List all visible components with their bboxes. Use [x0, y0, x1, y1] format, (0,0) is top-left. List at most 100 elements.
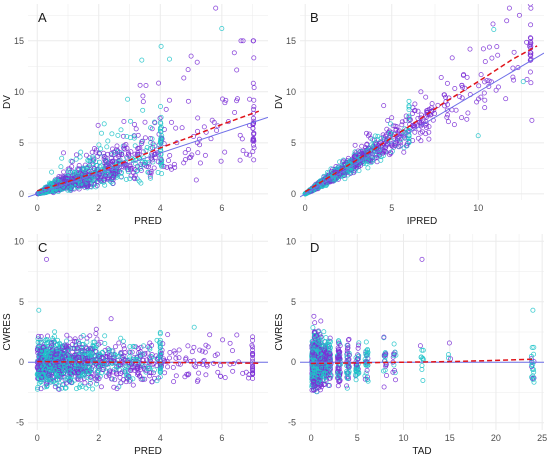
data-point [370, 157, 376, 163]
data-point [173, 355, 179, 361]
data-point [58, 164, 64, 170]
data-point [111, 366, 117, 372]
data-point [81, 364, 87, 370]
data-point [63, 345, 69, 351]
data-point [453, 107, 459, 113]
data-point [442, 103, 448, 109]
data-point [154, 378, 160, 384]
y-axis-label: CWRES [2, 313, 13, 351]
y-tick-label: -5 [16, 418, 24, 428]
data-point [227, 340, 233, 346]
data-point [251, 115, 256, 121]
data-point [251, 104, 257, 110]
data-point [482, 97, 488, 103]
data-point [56, 174, 62, 180]
data-point [62, 385, 68, 391]
data-point [115, 159, 121, 165]
data-point [61, 150, 66, 156]
data-point [524, 39, 530, 45]
data-point [74, 152, 79, 158]
data-point [140, 93, 146, 99]
data-point [109, 376, 115, 382]
data-point [346, 336, 352, 342]
data-point [169, 119, 174, 125]
data-point [482, 59, 488, 65]
y-tick-label: 5 [19, 138, 24, 148]
data-point [207, 332, 213, 338]
data-point [58, 349, 64, 355]
data-point [418, 89, 424, 95]
data-point [55, 374, 61, 380]
data-point [142, 159, 148, 165]
data-point [74, 346, 80, 352]
data-point [67, 336, 73, 342]
data-point [84, 355, 90, 361]
data-point [425, 112, 431, 118]
data-point [156, 80, 162, 86]
data-point [452, 86, 458, 91]
data-point [412, 101, 418, 107]
data-point [52, 384, 58, 390]
data-point [377, 147, 382, 153]
data-point [191, 362, 197, 368]
data-point [76, 339, 81, 345]
data-point [127, 344, 133, 350]
data-point [108, 179, 114, 185]
data-point [307, 188, 313, 194]
data-point [118, 127, 124, 133]
y-tick-label: 0 [19, 357, 24, 367]
data-point [40, 363, 45, 369]
data-point [44, 256, 49, 262]
data-point [222, 375, 228, 381]
data-point [314, 184, 320, 190]
data-point [250, 351, 256, 356]
data-point [480, 46, 486, 52]
data-point [195, 115, 201, 121]
data-point [415, 108, 421, 114]
data-point [234, 98, 240, 104]
data-point [195, 150, 201, 156]
data-point [186, 371, 192, 377]
y-tick-label: -5 [288, 418, 296, 428]
data-point [117, 375, 123, 380]
data-point [352, 149, 358, 155]
data-point [310, 325, 316, 331]
data-point [149, 352, 155, 358]
data-point [148, 370, 154, 376]
data-point [529, 345, 535, 350]
data-point [481, 90, 487, 96]
data-point [49, 343, 54, 349]
data-point [197, 142, 203, 148]
data-point [49, 169, 55, 175]
data-point [531, 344, 537, 350]
x-tick-label: 0 [303, 203, 308, 213]
data-point [230, 368, 236, 374]
data-point [90, 343, 96, 349]
data-point [461, 72, 467, 78]
data-point [149, 379, 155, 385]
data-point [333, 176, 339, 182]
data-point [73, 338, 79, 344]
data-point [250, 364, 256, 370]
data-point [157, 126, 163, 132]
data-point [117, 168, 122, 174]
y-tick-label: 10 [286, 87, 296, 97]
data-point [138, 376, 144, 382]
data-point [53, 364, 59, 370]
data-point [172, 350, 178, 356]
data-point [38, 379, 44, 385]
data-point [40, 356, 46, 361]
data-point [363, 370, 369, 376]
data-point [154, 337, 160, 343]
data-point [318, 318, 324, 324]
data-point [237, 132, 243, 138]
data-point [218, 373, 224, 379]
data-point [158, 104, 163, 109]
data-point [142, 376, 148, 382]
data-point [36, 380, 42, 386]
data-point [61, 169, 67, 175]
data-point [158, 157, 164, 162]
data-point [147, 173, 153, 179]
